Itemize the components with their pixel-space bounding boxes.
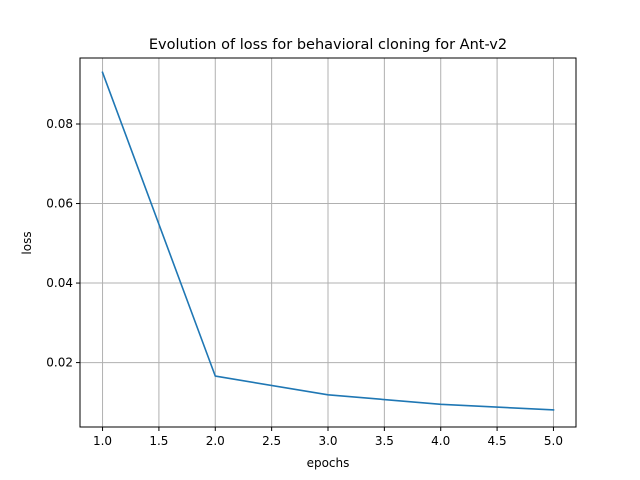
grid-lines <box>80 58 576 427</box>
x-axis-label: epochs <box>307 456 350 470</box>
y-axis-ticks: 0.02 0.04 0.06 0.08 <box>46 117 80 370</box>
x-tick-label: 1.5 <box>149 434 168 448</box>
series-layer <box>101 71 555 411</box>
y-tick-label: 0.06 <box>46 197 73 211</box>
y-tick-label: 0.08 <box>46 117 73 131</box>
chart-title: Evolution of loss for behavioral cloning… <box>149 37 507 53</box>
x-tick-label: 4.5 <box>488 434 507 448</box>
x-axis-ticks: 1.0 1.5 2.0 2.5 3.0 3.5 4.0 4.5 5.0 <box>93 427 563 448</box>
loss-series-line <box>101 71 555 411</box>
y-tick-label: 0.04 <box>46 276 73 290</box>
x-tick-label: 3.5 <box>375 434 394 448</box>
x-tick-label: 5.0 <box>544 434 563 448</box>
y-tick-label: 0.02 <box>46 356 73 370</box>
x-tick-label: 2.0 <box>206 434 225 448</box>
x-tick-label: 1.0 <box>93 434 112 448</box>
x-tick-label: 3.0 <box>318 434 337 448</box>
x-tick-label: 2.5 <box>262 434 281 448</box>
x-tick-label: 4.0 <box>431 434 450 448</box>
y-axis-label: loss <box>20 231 34 254</box>
